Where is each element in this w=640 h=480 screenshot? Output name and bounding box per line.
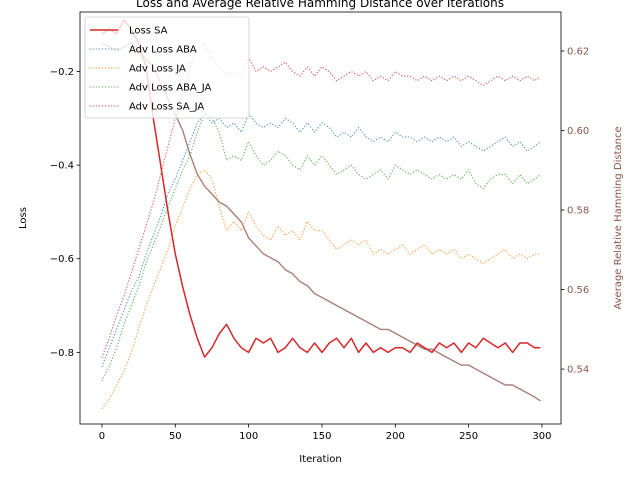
legend: Loss SA Adv Loss ABA Adv Loss JA Adv Loss A… (84, 16, 250, 119)
chart-title: Loss and Average Relative Hamming Distan… (136, 0, 504, 10)
y-right-tick-label: 0.56 (567, 285, 589, 296)
legend-label: Loss SA (129, 26, 168, 37)
y-right-tick-label: 0.62 (567, 46, 589, 57)
x-tick-label: 0 (99, 431, 105, 442)
x-axis: 0 50 100 150 200 250 300 (99, 424, 551, 442)
series-line-adv-loss-sa-ja (101, 42, 542, 358)
series-line-adv-loss-aba-ja (101, 112, 542, 382)
y-axis-label: Loss (18, 207, 29, 229)
x-tick-label: 200 (386, 431, 405, 442)
y-tick-label: −0.4 (50, 161, 74, 172)
series-line-adv-loss-ja (101, 169, 542, 410)
x-tick-label: 150 (312, 431, 331, 442)
y-tick-label: −0.6 (50, 254, 74, 265)
legend-label: Adv Loss JA (129, 64, 186, 75)
x-axis-label: Iteration (299, 454, 341, 465)
y-right-tick-label: 0.58 (567, 206, 589, 217)
legend-label: Adv Loss ABA_JA (129, 83, 212, 94)
y-tick-label: −0.2 (50, 67, 74, 78)
plot-frame (79, 11, 562, 425)
y-axis-right-label: Average Relative Hamming Distance (613, 126, 624, 309)
y-right-tick-label: 0.60 (567, 126, 589, 137)
legend-label: Adv Loss ABA (129, 45, 197, 56)
x-tick-label: 50 (169, 431, 182, 442)
legend-label: Adv Loss SA_JA (129, 102, 204, 113)
y-right-tick-label: 0.54 (567, 365, 589, 376)
plot-area (101, 19, 542, 410)
x-tick-label: 300 (532, 431, 551, 442)
y-axis-right: 0.54 0.56 0.58 0.60 0.62 (561, 46, 589, 376)
y-axis-left: −0.8 −0.6 −0.4 −0.2 (50, 67, 80, 359)
y-tick-label: −0.8 (50, 348, 74, 359)
x-tick-label: 250 (459, 431, 478, 442)
series-line-loss-sa (101, 19, 541, 358)
legend-box (84, 16, 250, 119)
x-tick-label: 100 (239, 431, 258, 442)
series-line-adv-loss-aba (101, 112, 542, 368)
